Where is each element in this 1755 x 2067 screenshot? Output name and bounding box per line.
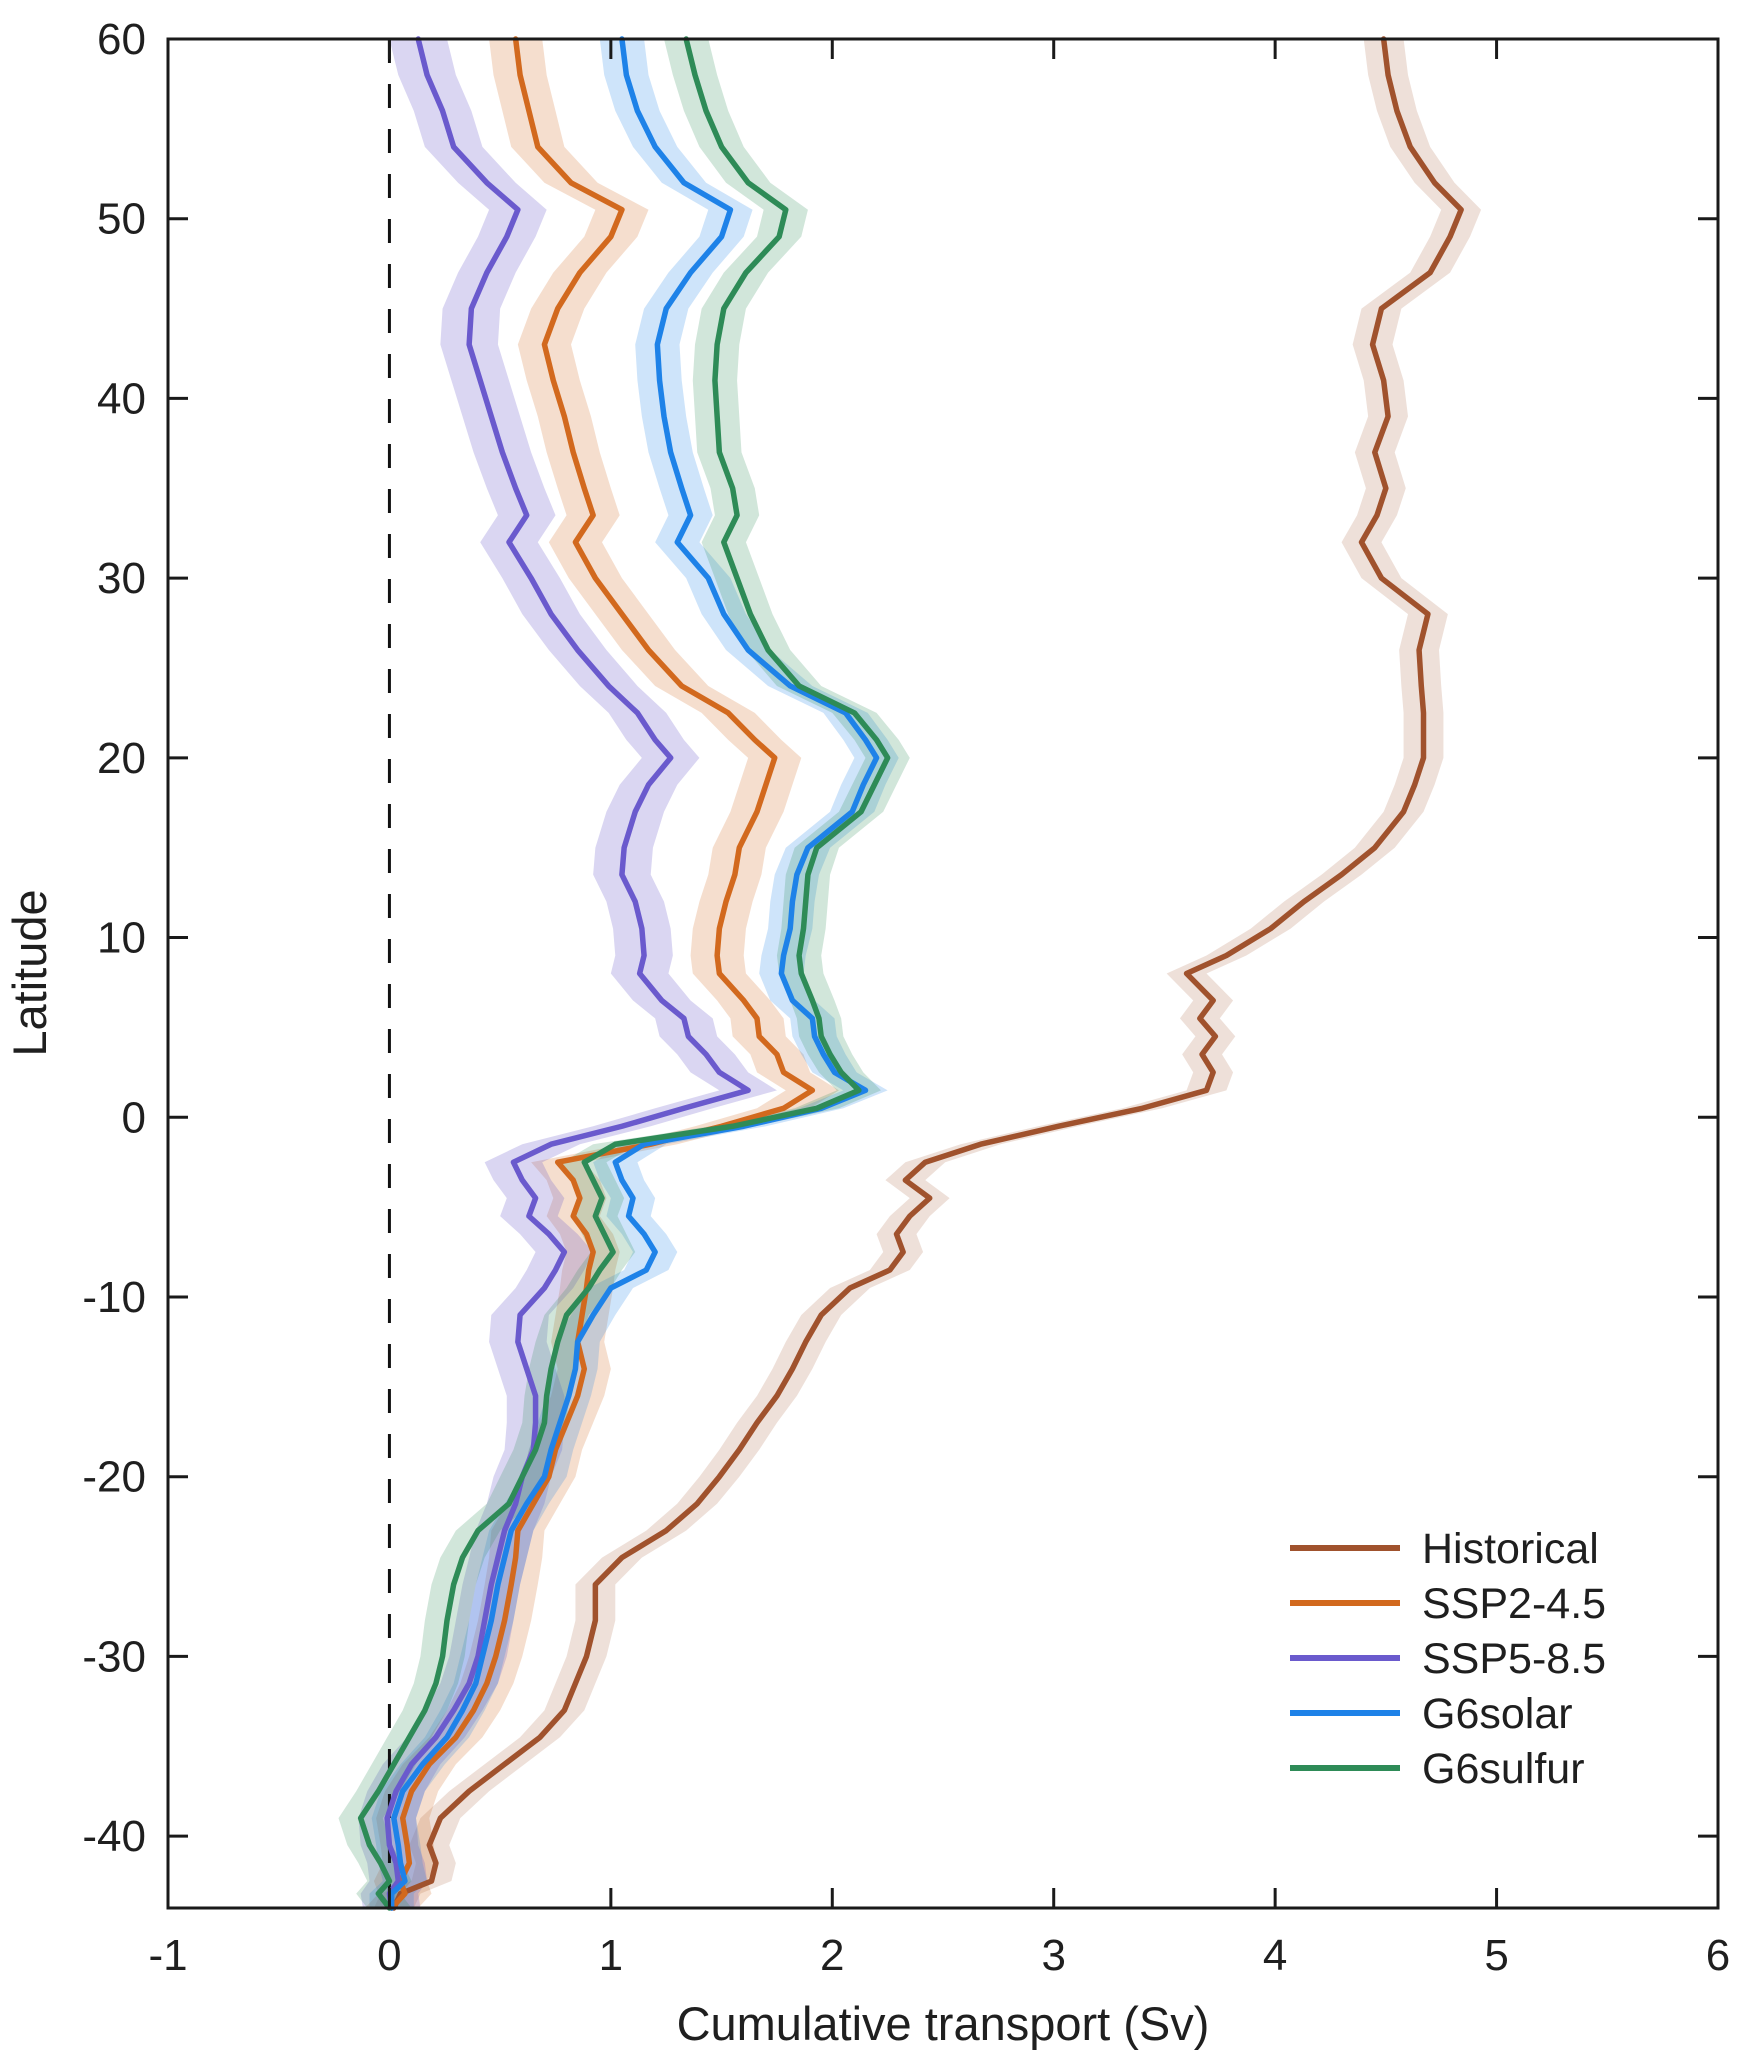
series-lines xyxy=(357,36,1464,1911)
uncertainty-band-ssp2-4-5 xyxy=(365,39,839,1908)
legend-item-g6sulfur: G6sulfur xyxy=(1290,1745,1585,1793)
y-tick-label: 0 xyxy=(122,1093,146,1142)
y-tick-label: 40 xyxy=(97,374,146,423)
y-tick-label: -20 xyxy=(82,1453,146,1502)
x-tick-label: -1 xyxy=(148,1931,187,1980)
y-tick-label: -30 xyxy=(82,1632,146,1681)
series-line-historical xyxy=(391,36,1464,1911)
axes-box-and-ticks xyxy=(166,37,1720,1910)
y-tick-label: 50 xyxy=(97,195,146,244)
legend-label-historical: Historical xyxy=(1422,1525,1599,1573)
legend: Historical SSP2-4.5 SSP5-8.5 G6solar G6sulfu… xyxy=(1290,1525,1606,1793)
y-tick-label: 60 xyxy=(97,15,146,64)
x-axis-label: Cumulative transport (Sv) xyxy=(677,1997,1210,2050)
uncertainty-band-g6solar xyxy=(369,39,899,1908)
legend-item-g6solar: G6solar xyxy=(1290,1690,1573,1738)
x-tick-label: 2 xyxy=(820,1931,844,1980)
x-tick-label: 4 xyxy=(1263,1931,1287,1980)
y-tick-label: -40 xyxy=(82,1812,146,1861)
x-tick-label: 5 xyxy=(1484,1931,1508,1980)
legend-label-g6sulfur: G6sulfur xyxy=(1422,1745,1585,1793)
x-tick-label: 6 xyxy=(1706,1931,1730,1980)
y-tick-label: -10 xyxy=(82,1273,146,1322)
uncertainty-band-g6sulfur xyxy=(338,39,910,1908)
y-tick-label: 20 xyxy=(97,734,146,783)
x-tick-label: 3 xyxy=(1041,1931,1065,1980)
series-line-ssp2-4-5 xyxy=(388,36,816,1911)
y-axis-label: Latitude xyxy=(3,889,56,1056)
series-line-g6sulfur xyxy=(357,36,891,1911)
legend-label-g6solar: G6solar xyxy=(1422,1690,1573,1738)
legend-label-ssp2-4-5: SSP2-4.5 xyxy=(1422,1580,1606,1628)
legend-item-historical: Historical xyxy=(1290,1525,1599,1573)
plot-box xyxy=(166,37,1720,1910)
y-tick-label: 30 xyxy=(97,554,146,603)
legend-label-ssp5-8-5: SSP5-8.5 xyxy=(1422,1635,1606,1683)
y-tick-label: 10 xyxy=(97,914,146,963)
legend-item-ssp5-8-5: SSP5-8.5 xyxy=(1290,1635,1606,1683)
x-tick-label: 0 xyxy=(377,1931,401,1980)
x-tick-label: 1 xyxy=(599,1931,623,1980)
series-line-ssp5-8-5 xyxy=(384,36,751,1911)
uncertainty-bands xyxy=(338,39,1482,1908)
legend-item-ssp2-4-5: SSP2-4.5 xyxy=(1290,1580,1606,1628)
